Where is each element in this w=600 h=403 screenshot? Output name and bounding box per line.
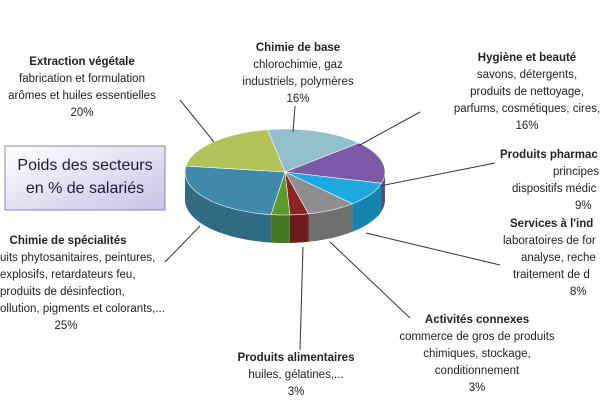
category-label: Hygiène et beauté <box>478 52 576 64</box>
category-description: parfums, cosmétiques, cires, <box>454 103 600 115</box>
slice-side <box>308 203 353 242</box>
category-description: fabrication et formulation <box>19 73 145 85</box>
value-label: 3% <box>288 386 305 398</box>
value-label: 20% <box>70 107 93 119</box>
category-label: Extraction végétale <box>29 56 134 68</box>
category-description: principes act <box>553 166 600 178</box>
category-description: produits de désinfection, <box>0 286 125 298</box>
caption-line: en % de salariés <box>26 180 144 197</box>
category-description: traitement de d <box>513 269 590 281</box>
leader-line <box>179 99 215 143</box>
category-label: Produits pharmac <box>500 149 598 161</box>
value-label: 16% <box>515 120 538 132</box>
value-label: 16% <box>286 93 309 105</box>
category-label: Activités connexes <box>425 314 529 326</box>
category-description: huiles, gélatines,... <box>248 369 343 381</box>
caption-box <box>4 145 166 211</box>
slice-side <box>271 214 290 243</box>
category-description: chlorochimie, gaz <box>253 59 343 71</box>
slice <box>184 165 286 215</box>
leader-line <box>329 241 411 319</box>
leader-line <box>299 246 304 351</box>
category-label: Chimie de base <box>256 42 340 54</box>
value-label: 9% <box>575 200 592 212</box>
slice-side <box>184 172 272 243</box>
leader-line <box>365 232 501 266</box>
category-description: dispositifs médic <box>512 183 597 195</box>
caption-line: Poids des secteurs <box>17 157 152 174</box>
category-label: Produits alimentaires <box>238 352 355 364</box>
category-description: uits phytosanitaires, peintures, <box>0 252 155 264</box>
value-label: 25% <box>54 320 77 332</box>
category-label: Chimie de spécialités <box>10 235 127 247</box>
category-description: savons, détergents, <box>477 69 577 81</box>
category-description: arômes et huiles essentielles <box>8 90 156 102</box>
leader-line <box>292 105 296 133</box>
category-description: chimiques, stockage, <box>423 348 530 360</box>
slice <box>185 129 286 173</box>
category-description: commerce de gros de produits <box>399 331 555 343</box>
category-description: analyse, reche <box>521 252 596 264</box>
slice-side <box>352 183 382 232</box>
category-description: laboratoires de for <box>503 235 596 247</box>
category-description: produits de nettoyage, <box>470 86 584 98</box>
leader-line <box>357 111 421 147</box>
category-label: Services à l'ind <box>510 218 593 230</box>
value-label: 8% <box>570 286 587 298</box>
slice <box>284 142 386 184</box>
slice <box>267 128 360 173</box>
category-description: industriels, polymères <box>242 76 353 88</box>
value-label: 3% <box>469 382 486 394</box>
leader-line <box>379 162 496 187</box>
category-description: explosifs, retardateurs feu, <box>0 269 136 281</box>
category-description: ollution, pigments et colorants,... <box>0 303 165 315</box>
slice-side <box>289 213 309 243</box>
leader-line <box>164 225 201 263</box>
category-description: conditionnement <box>435 365 520 377</box>
